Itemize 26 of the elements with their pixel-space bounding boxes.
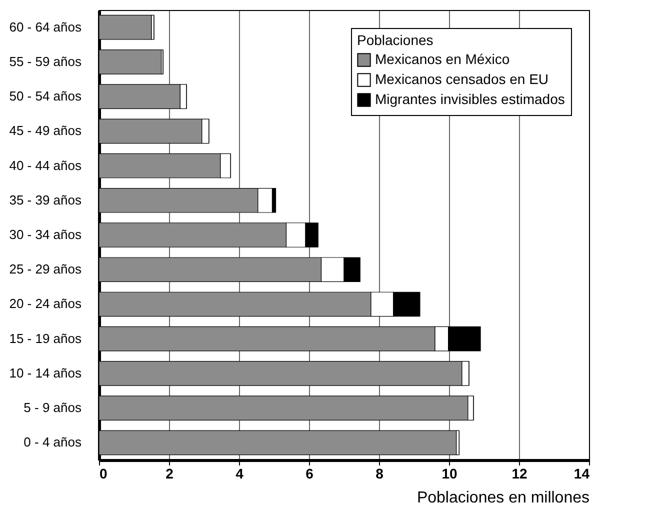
- x-tick-label: 0: [100, 466, 108, 482]
- x-tick-label: 14: [574, 466, 590, 482]
- x-tick-label: 8: [376, 466, 384, 482]
- y-tick-label: 55 - 59 años: [9, 54, 82, 69]
- x-tick-label: 12: [512, 466, 528, 482]
- x-tick-label: 6: [306, 466, 314, 482]
- x-tick-label: 4: [236, 466, 244, 482]
- y-tick-label: 20 - 24 años: [9, 296, 82, 312]
- y-tick-label: 50 - 54 años: [9, 88, 82, 104]
- y-tick-label: 25 - 29 años: [9, 262, 82, 277]
- x-tick-label: 10: [442, 466, 458, 482]
- legend-label: Mexicanos censados en EU: [375, 71, 549, 87]
- y-tick-label: 0 - 4 años: [24, 434, 82, 450]
- x-axis-title: Poblaciones en millones: [416, 490, 590, 506]
- y-tick-label: 60 - 64 años: [9, 19, 82, 34]
- y-tick-label: 5 - 9 años: [24, 400, 82, 416]
- y-tick-label: 30 - 34 años: [9, 227, 82, 242]
- x-tick-label: 2: [166, 466, 174, 482]
- y-tick-label: 40 - 44 años: [9, 158, 82, 173]
- legend-label: Mexicanos en México: [375, 51, 510, 67]
- y-tick-label: 15 - 19 años: [9, 330, 82, 346]
- y-tick-label: 10 - 14 años: [9, 365, 82, 380]
- legend-title: Poblaciones: [357, 32, 434, 48]
- y-tick-label: 45 - 49 años: [9, 123, 82, 138]
- y-tick-label: 35 - 39 años: [9, 192, 82, 208]
- legend-label: Migrantes invisibles estimados: [375, 91, 565, 107]
